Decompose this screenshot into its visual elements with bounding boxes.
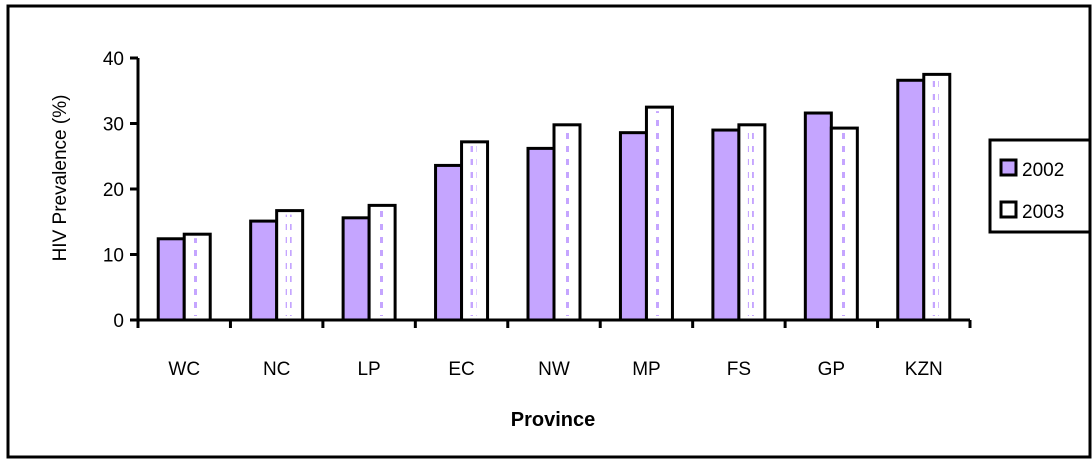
- bar-pattern-2003-KZN: [932, 78, 939, 316]
- bar-2002-NC: [249, 219, 279, 322]
- bar-pattern-2003-EC: [470, 145, 477, 316]
- bar-pattern-2003-LP: [378, 209, 385, 316]
- legend-swatch-2002: [999, 158, 1018, 177]
- legend-swatch-2003: [999, 200, 1018, 219]
- bar-2002-LP: [341, 216, 371, 322]
- bar-2002-FS: [711, 128, 741, 322]
- x-tick-label-NC: NC: [263, 359, 290, 380]
- bar-2002-NW: [526, 146, 556, 322]
- bar-pattern-2003-NC: [285, 214, 292, 316]
- x-tick-label-FS: FS: [727, 359, 751, 380]
- bar-2002-GP: [803, 111, 833, 322]
- x-tick-label-NW: NW: [538, 359, 570, 380]
- plot-area: WC NC LP EC NW MP FS GP KZN 0 10 20 30 40: [103, 49, 972, 380]
- x-tick-label-KZN: KZN: [905, 359, 943, 380]
- legend-label-2002: 2002: [1022, 160, 1064, 181]
- bar-pattern-2003-GP: [840, 132, 847, 316]
- bar-pattern-2003-NW: [563, 128, 569, 316]
- bar-2002-EC: [434, 163, 464, 322]
- y-tick-label-20: 20: [103, 180, 124, 201]
- y-tick-label-0: 0: [113, 311, 124, 332]
- x-tick-label-GP: GP: [818, 359, 845, 380]
- x-tick-label-MP: MP: [632, 359, 661, 380]
- bar-pattern-2003-MP: [655, 111, 662, 316]
- x-axis-label: Province: [511, 409, 595, 431]
- bar-pattern-2003-FS: [747, 128, 754, 316]
- legend-label-2003: 2003: [1022, 202, 1064, 223]
- bar-2002-KZN: [896, 78, 926, 322]
- x-tick-label-LP: LP: [357, 359, 380, 380]
- y-axis-label: HIV Prevalence (%): [50, 95, 71, 262]
- y-tick-label-30: 30: [103, 115, 124, 136]
- x-tick-label-WC: WC: [168, 359, 200, 380]
- bar-2002-WC: [156, 237, 186, 322]
- bar-pattern-2003-WC: [193, 238, 200, 316]
- y-tick-label-40: 40: [103, 49, 124, 70]
- y-tick-label-10: 10: [103, 246, 124, 267]
- legend: 2002 2003: [988, 138, 1092, 234]
- x-tick-label-EC: EC: [448, 359, 474, 380]
- bar-2002-MP: [618, 131, 648, 322]
